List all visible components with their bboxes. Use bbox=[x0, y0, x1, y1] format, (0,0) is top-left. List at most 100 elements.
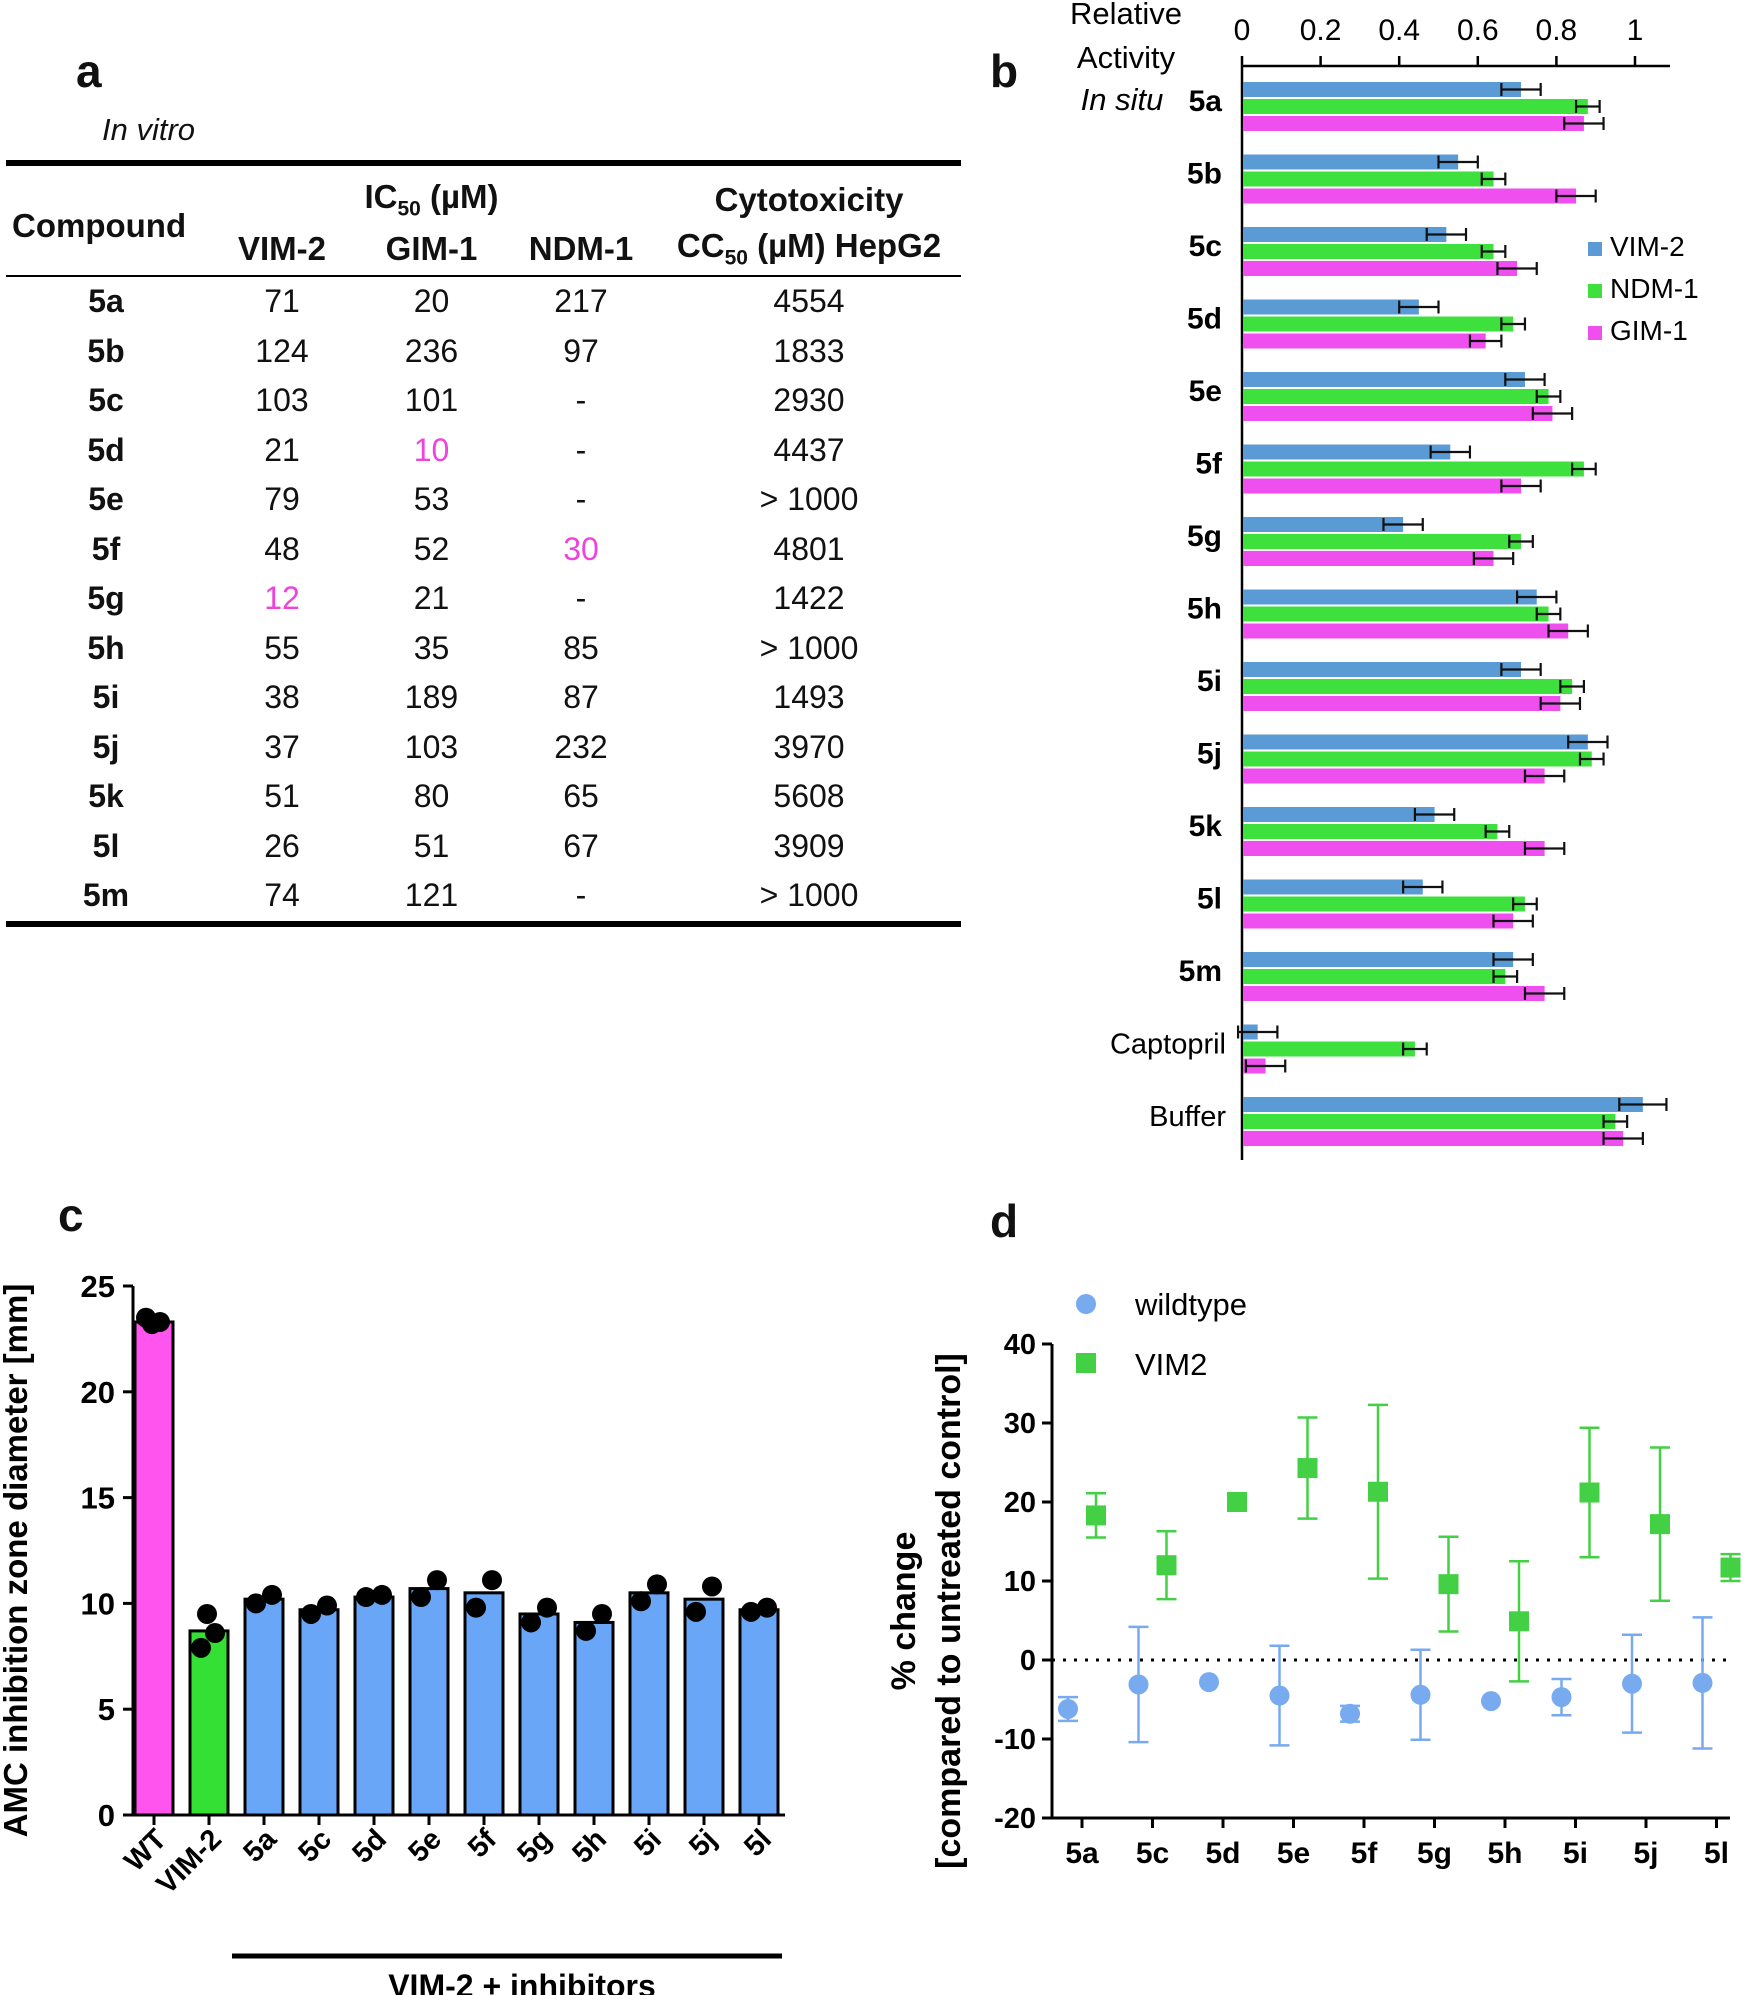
chart-d-point-vim2 bbox=[1720, 1557, 1741, 1578]
cell-cc50: 4801 bbox=[773, 530, 845, 567]
chart-b-bar bbox=[1243, 372, 1525, 387]
chart-d-y-tick-label: -10 bbox=[994, 1724, 1036, 1756]
chart-c-point bbox=[191, 1637, 211, 1658]
panel-a-label: a bbox=[76, 45, 102, 97]
chart-b-bar bbox=[1243, 188, 1577, 204]
chart-b-x-tick-label: 0.6 bbox=[1457, 14, 1499, 47]
table-row: 5b 124 236 97 1833 bbox=[6, 327, 961, 377]
table-row: 5e 79 53 - > 1000 bbox=[6, 475, 961, 525]
panel-c-label: c bbox=[58, 1189, 84, 1241]
chart-b-bar bbox=[1243, 824, 1498, 839]
cell-compound: 5h bbox=[87, 629, 125, 666]
chart-b-bar bbox=[1243, 261, 1518, 276]
chart-b-category-label: 5g bbox=[1187, 520, 1222, 553]
chart-b-bar bbox=[1243, 896, 1525, 912]
cell-cc50: 1493 bbox=[773, 679, 845, 716]
chart-b-bar bbox=[1243, 679, 1573, 694]
chart-c-y-tick-label: 10 bbox=[81, 1586, 115, 1621]
chart-b-bar bbox=[1243, 171, 1494, 187]
table-row: 5d 21 10 - 4437 bbox=[6, 426, 961, 476]
cell-ndm1: 30 bbox=[563, 530, 599, 567]
chart-c-bar bbox=[628, 1591, 670, 1817]
chart-d-point-wildtype bbox=[1692, 1672, 1713, 1693]
cell-vim2: 26 bbox=[264, 827, 300, 864]
cell-vim2: 79 bbox=[264, 481, 300, 518]
chart-c-point bbox=[317, 1595, 337, 1616]
chart-b-bar bbox=[1243, 807, 1435, 822]
cell-compound: 5m bbox=[82, 877, 130, 914]
cell-cc50: > 1000 bbox=[759, 481, 859, 518]
cell-gim1: 53 bbox=[413, 481, 450, 518]
chart-b-bar bbox=[1243, 99, 1588, 114]
chart-d-x-tick-label: 5f bbox=[1351, 1837, 1379, 1870]
chart-c-x-tick-label: 5i bbox=[628, 1823, 668, 1863]
chart-b-bar bbox=[1243, 751, 1592, 767]
chart-c-bar bbox=[353, 1595, 395, 1817]
chart-c-point bbox=[686, 1601, 706, 1622]
chart-c-point bbox=[521, 1612, 541, 1633]
chart-d-x-tick-label: 5a bbox=[1065, 1837, 1099, 1870]
cell-vim2: 12 bbox=[264, 580, 300, 617]
chart-d: -20 -10 0 10 20 30 40 % change [compared to untr… bbox=[885, 1287, 1741, 1870]
chart-b-bar bbox=[1243, 879, 1423, 895]
chart-d-x-tick-label: 5i bbox=[1563, 1837, 1588, 1870]
chart-c-bar bbox=[133, 1320, 175, 1817]
cell-ndm1: 217 bbox=[554, 283, 608, 320]
chart-d-y-tick-label: 20 bbox=[1004, 1487, 1036, 1519]
cell-compound: 5j bbox=[92, 728, 120, 765]
chart-c-point bbox=[411, 1587, 431, 1608]
chart-d-x-tick-label: 5c bbox=[1136, 1837, 1169, 1870]
col-gim1: GIM-1 bbox=[385, 230, 478, 267]
cell-gim1: 20 bbox=[413, 283, 450, 320]
cell-vim2: 48 bbox=[264, 530, 300, 567]
chart-b-bar bbox=[1243, 316, 1514, 332]
cell-ndm1: - bbox=[575, 382, 587, 419]
chart-c-x-tick-label: 5a bbox=[238, 1823, 284, 1869]
chart-c-bar bbox=[408, 1587, 450, 1817]
cell-cc50: 4437 bbox=[773, 431, 845, 468]
chart-d-point-wildtype bbox=[1481, 1691, 1501, 1712]
ic50-table: Compound IC50 (µM) Cytotoxicity VIM-2 GI… bbox=[6, 160, 961, 927]
chart-b-bar bbox=[1243, 623, 1569, 639]
cell-cc50: 1833 bbox=[773, 332, 845, 369]
chart-d-y-tick-label: 30 bbox=[1004, 1408, 1036, 1440]
cell-ndm1: 65 bbox=[563, 778, 599, 815]
table-row: 5a 71 20 217 4554 bbox=[6, 276, 961, 327]
cell-compound: 5a bbox=[88, 283, 124, 320]
cell-gim1: 236 bbox=[404, 332, 459, 369]
cell-vim2: 37 bbox=[264, 728, 300, 765]
chart-c-y-tick-label: 15 bbox=[81, 1481, 115, 1516]
chart-c-point bbox=[262, 1584, 282, 1605]
chart-d-x-tick-label: 5g bbox=[1417, 1837, 1452, 1870]
cell-vim2: 74 bbox=[264, 877, 300, 914]
chart-c-bar bbox=[243, 1597, 285, 1817]
chart-d-legend-label: wildtype bbox=[1134, 1287, 1247, 1322]
chart-d-y-tick-label: 10 bbox=[1004, 1566, 1036, 1598]
chart-d-y-axis-label-line2: [compared to untreated control] bbox=[930, 1353, 968, 1869]
chart-b-bar bbox=[1243, 841, 1545, 856]
chart-b-title-line3: In situ bbox=[1081, 82, 1164, 117]
cell-gim1: 103 bbox=[404, 728, 459, 765]
panel-b-label: b bbox=[990, 45, 1019, 97]
chart-b-bar bbox=[1243, 913, 1514, 929]
cell-gim1: 21 bbox=[413, 580, 450, 617]
chart-b-bar bbox=[1243, 589, 1537, 605]
cell-compound: 5g bbox=[87, 580, 125, 617]
chart-c: 0 5 10 15 20 25 AMC inhibition zone diameter [… bbox=[0, 1269, 785, 1995]
chart-d-point-vim2 bbox=[1368, 1481, 1388, 1502]
cell-compound: 5d bbox=[87, 431, 125, 468]
chart-d-point-wildtype bbox=[1340, 1703, 1360, 1724]
chart-c-point bbox=[372, 1584, 392, 1605]
col-vim2: VIM-2 bbox=[237, 230, 326, 267]
chart-b-category-label: 5b bbox=[1187, 158, 1222, 191]
chart-d-point-vim2 bbox=[1156, 1555, 1177, 1576]
chart-c-point bbox=[576, 1620, 596, 1641]
cell-compound: 5b bbox=[87, 332, 125, 369]
chart-b-x-tick-label: 1 bbox=[1627, 14, 1644, 47]
chart-c-bar bbox=[738, 1608, 780, 1817]
chart-b-bar bbox=[1243, 389, 1549, 404]
chart-d-point-vim2 bbox=[1579, 1482, 1600, 1503]
panel-d-label: d bbox=[990, 1195, 1019, 1247]
cell-compound: 5k bbox=[88, 778, 124, 815]
chart-d-point-wildtype bbox=[1410, 1684, 1431, 1705]
